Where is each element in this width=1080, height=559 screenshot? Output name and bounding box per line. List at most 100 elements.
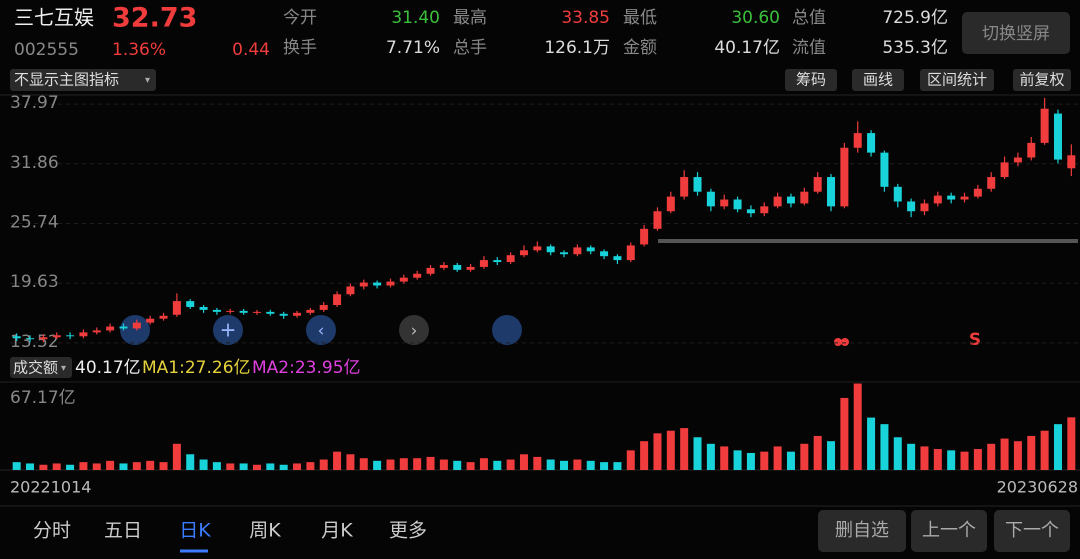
nav-right[interactable] — [399, 315, 429, 345]
action-label[interactable]: 下一个 — [1005, 520, 1059, 541]
volume-bar — [1053, 424, 1062, 470]
candle-body — [319, 305, 328, 310]
vol-tick-label: 67.17亿 — [10, 388, 76, 408]
candle-body — [613, 256, 622, 261]
volume-select[interactable] — [10, 357, 72, 378]
candle-body — [66, 335, 75, 337]
candle-body — [653, 211, 662, 229]
volume-bar — [640, 441, 649, 470]
volume-bar — [293, 463, 302, 470]
candle-body — [132, 322, 141, 329]
nav-left[interactable] — [306, 315, 336, 345]
volume-bar — [1027, 435, 1036, 470]
stat-label: 最低 — [623, 8, 657, 28]
volume-bar — [666, 430, 675, 470]
nav-collapse[interactable] — [492, 315, 522, 345]
candle-body — [760, 206, 769, 214]
volume-bar — [319, 459, 328, 470]
tab[interactable]: 更多 — [389, 520, 427, 542]
volume-value: 40.17亿 — [75, 358, 141, 378]
action-label[interactable]: 删自选 — [835, 520, 889, 541]
candle-body — [226, 310, 235, 312]
candle-body — [746, 209, 755, 214]
candle-body — [1027, 142, 1036, 158]
volume-bar — [346, 454, 355, 470]
tool-button[interactable] — [920, 69, 994, 91]
volume-bar — [239, 463, 248, 470]
tool-button-label[interactable]: 画线 — [863, 71, 893, 89]
volume-label[interactable]: 成交额 — [13, 359, 58, 377]
rotate-button[interactable] — [962, 12, 1070, 54]
volume-bar — [773, 446, 782, 470]
volume-bar — [600, 462, 609, 470]
tool-button-label[interactable]: 筹码 — [796, 71, 826, 89]
rotate-button-label[interactable]: 切换竖屏 — [982, 24, 1050, 44]
action-button[interactable] — [994, 510, 1070, 552]
candle-body — [586, 247, 595, 252]
stat-value: 30.60 — [731, 8, 780, 28]
volume-bar — [26, 463, 35, 470]
stat-label: 最高 — [453, 8, 487, 28]
candle-body — [199, 306, 208, 310]
volume-bar — [333, 451, 342, 470]
volume-bar — [840, 397, 849, 470]
volume-bar — [973, 449, 982, 470]
volume-bar — [439, 459, 448, 470]
tool-button[interactable] — [852, 69, 904, 91]
volume-bar — [359, 458, 368, 470]
nav-zoom-out[interactable] — [120, 315, 150, 345]
volume-bar — [92, 463, 101, 470]
y-tick-label: 25.74 — [10, 213, 59, 233]
stat-value: 31.40 — [391, 8, 440, 28]
action-button[interactable] — [911, 510, 987, 552]
candle-body — [813, 177, 822, 192]
volume-bar — [706, 443, 715, 470]
tab[interactable]: 月K — [321, 520, 353, 542]
tab[interactable]: 分时 — [33, 520, 71, 542]
action-label[interactable]: 上一个 — [922, 520, 976, 541]
volume-bar — [533, 456, 542, 470]
tool-button-label[interactable]: 区间统计 — [927, 71, 987, 89]
volume-bar — [560, 460, 569, 470]
tab[interactable]: 五日 — [104, 520, 142, 542]
tool-button[interactable] — [1013, 69, 1071, 91]
tab[interactable]: 日K — [179, 520, 211, 542]
candle-body — [720, 199, 729, 207]
candle-body — [52, 335, 61, 338]
action-button[interactable] — [818, 510, 906, 552]
stat-label: 今开 — [283, 8, 317, 28]
candle-body — [439, 264, 448, 268]
candle-body — [600, 251, 609, 257]
sell-signal: S — [969, 330, 981, 350]
candle-body — [79, 332, 88, 337]
stock-price: 32.73 — [112, 3, 197, 34]
left-icon: ‹ — [318, 321, 325, 341]
y-tick-label: 37.97 — [10, 93, 59, 113]
volume-bar — [786, 451, 795, 470]
volume-bar — [720, 446, 729, 470]
candle-body — [12, 336, 21, 339]
tool-button[interactable] — [785, 69, 837, 91]
volume-bar — [172, 443, 181, 470]
tab[interactable]: 周K — [249, 520, 281, 542]
volume-bar — [12, 462, 21, 470]
candle-body — [306, 309, 315, 313]
volume-bar — [119, 463, 128, 470]
nav-zoom-in[interactable] — [213, 315, 243, 345]
volume-bar — [132, 462, 141, 470]
candle-body — [933, 195, 942, 204]
volume-bar — [867, 417, 876, 470]
volume-bar — [733, 450, 742, 470]
candle-body — [680, 177, 689, 197]
volume-bar — [453, 460, 462, 470]
volume-bar — [39, 464, 48, 470]
indicator-select[interactable] — [10, 69, 156, 91]
tool-button-label[interactable]: 前复权 — [1019, 71, 1064, 89]
candle-body — [893, 186, 902, 202]
volume-bar — [907, 443, 916, 470]
candle-body — [266, 311, 275, 314]
change-pct: 1.36% — [112, 40, 166, 60]
candle-body — [279, 313, 288, 316]
indicator-label[interactable]: 不显示主图指标 — [14, 71, 119, 89]
candle-body — [533, 246, 542, 251]
